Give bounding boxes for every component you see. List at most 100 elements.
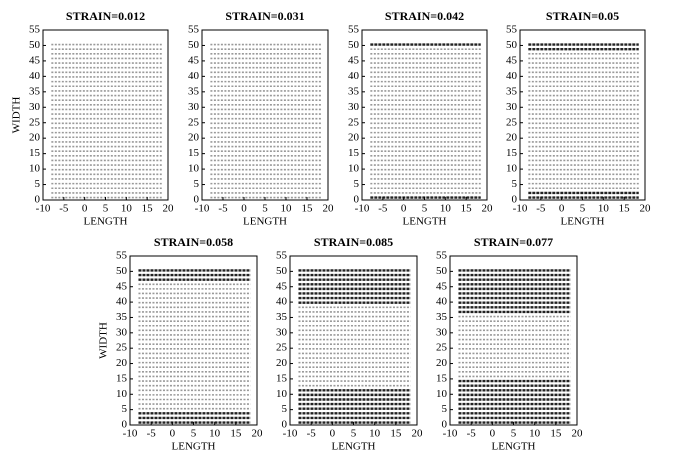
x-tick-label: -10 bbox=[513, 203, 528, 215]
x-tick-label: 15 bbox=[230, 428, 242, 440]
x-tick-label: -5 bbox=[59, 203, 69, 215]
x-tick-label: -5 bbox=[536, 203, 546, 215]
y-tick-label: 10 bbox=[506, 163, 518, 175]
x-tick-label: 15 bbox=[390, 428, 402, 440]
subplot-title: STRAIN=0.012 bbox=[66, 9, 145, 23]
x-tick-label: 10 bbox=[529, 428, 541, 440]
y-tick-label: 55 bbox=[348, 24, 360, 36]
subplot: STRAIN=0.012 -10 -5 0 5 10 15 20 0 5 10 15 20 25 30 35 4… bbox=[11, 9, 174, 228]
x-tick-label: 10 bbox=[121, 203, 133, 215]
subplot: STRAIN=0.031 -10 -5 0 5 10 15 20 0 5 10 15 20 25 30 35 4… bbox=[188, 9, 334, 228]
x-tick-label: 15 bbox=[142, 203, 154, 215]
y-tick-label: 45 bbox=[188, 54, 200, 66]
y-tick-label: 0 bbox=[122, 419, 128, 431]
y-tick-label: 55 bbox=[436, 250, 448, 262]
y-tick-label: 40 bbox=[188, 70, 200, 82]
y-tick-label: 15 bbox=[116, 372, 128, 384]
x-tick-label: -10 bbox=[123, 428, 138, 440]
y-tick-label: 40 bbox=[29, 70, 41, 82]
y-tick-label: 5 bbox=[354, 178, 360, 190]
y-tick-label: 25 bbox=[29, 116, 41, 128]
y-tick-label: 45 bbox=[506, 54, 518, 66]
y-tick-label: 25 bbox=[276, 342, 288, 354]
x-tick-label: -5 bbox=[467, 428, 477, 440]
y-tick-label: 10 bbox=[188, 163, 200, 175]
y-tick-label: 35 bbox=[116, 311, 128, 323]
y-tick-label: 25 bbox=[188, 116, 200, 128]
y-tick-label: 5 bbox=[194, 178, 200, 190]
x-axis-label: LENGTH bbox=[403, 216, 447, 228]
x-tick-label: 5 bbox=[351, 428, 357, 440]
y-tick-label: 15 bbox=[29, 147, 41, 159]
y-tick-label: 25 bbox=[506, 116, 518, 128]
x-tick-label: -5 bbox=[307, 428, 317, 440]
y-tick-label: 0 bbox=[512, 194, 518, 206]
y-tick-label: 0 bbox=[282, 419, 288, 431]
y-tick-label: 45 bbox=[116, 280, 128, 292]
x-tick-label: -5 bbox=[218, 203, 228, 215]
subplot-title: STRAIN=0.058 bbox=[154, 235, 233, 249]
y-tick-label: 50 bbox=[348, 39, 360, 51]
y-tick-label: 10 bbox=[348, 163, 360, 175]
y-tick-label: 45 bbox=[436, 280, 448, 292]
y-tick-label: 45 bbox=[348, 54, 360, 66]
x-tick-label: 20 bbox=[572, 428, 584, 440]
y-tick-label: 35 bbox=[436, 311, 448, 323]
x-tick-label: 5 bbox=[511, 428, 517, 440]
x-tick-label: 20 bbox=[412, 428, 424, 440]
y-tick-label: 20 bbox=[29, 132, 41, 144]
y-tick-label: 20 bbox=[436, 357, 448, 369]
y-tick-label: 0 bbox=[194, 194, 200, 206]
x-tick-label: 15 bbox=[619, 203, 631, 215]
y-tick-label: 50 bbox=[188, 39, 200, 51]
x-tick-label: 0 bbox=[401, 203, 407, 215]
y-tick-label: 15 bbox=[506, 147, 518, 159]
y-tick-label: 30 bbox=[188, 101, 200, 113]
x-tick-label: 15 bbox=[302, 203, 314, 215]
subplot-title: STRAIN=0.042 bbox=[385, 9, 464, 23]
y-tick-label: 35 bbox=[188, 85, 200, 97]
y-tick-label: 30 bbox=[29, 101, 41, 113]
x-tick-label: 0 bbox=[559, 203, 565, 215]
y-tick-label: 0 bbox=[354, 194, 360, 206]
x-tick-label: -5 bbox=[378, 203, 388, 215]
y-tick-label: 20 bbox=[188, 132, 200, 144]
y-tick-label: 35 bbox=[29, 85, 41, 97]
x-tick-label: 10 bbox=[281, 203, 293, 215]
y-tick-label: 10 bbox=[276, 388, 288, 400]
y-tick-label: 55 bbox=[276, 250, 288, 262]
subplot-title: STRAIN=0.05 bbox=[546, 9, 619, 23]
y-tick-label: 45 bbox=[276, 280, 288, 292]
subplot: STRAIN=0.05 -10 -5 0 5 10 15 20 0 5 10 15 20 25 30 35 40… bbox=[506, 9, 651, 228]
x-tick-label: 0 bbox=[490, 428, 496, 440]
y-tick-label: 15 bbox=[436, 372, 448, 384]
y-tick-label: 50 bbox=[116, 265, 128, 277]
y-tick-label: 25 bbox=[116, 342, 128, 354]
y-tick-label: 35 bbox=[506, 85, 518, 97]
y-tick-label: 25 bbox=[436, 342, 448, 354]
x-tick-label: 5 bbox=[580, 203, 586, 215]
y-tick-label: 10 bbox=[436, 388, 448, 400]
y-tick-label: 0 bbox=[35, 194, 41, 206]
y-tick-label: 35 bbox=[276, 311, 288, 323]
x-tick-label: -10 bbox=[283, 428, 298, 440]
subplot-title: STRAIN=0.031 bbox=[225, 9, 304, 23]
x-tick-label: -10 bbox=[355, 203, 370, 215]
y-axis-label: WIDTH bbox=[98, 322, 110, 359]
subplot-title: STRAIN=0.085 bbox=[314, 235, 393, 249]
y-tick-label: 55 bbox=[116, 250, 128, 262]
y-tick-label: 45 bbox=[29, 54, 41, 66]
y-tick-label: 40 bbox=[116, 296, 128, 308]
y-tick-label: 50 bbox=[29, 39, 41, 51]
y-tick-label: 55 bbox=[188, 24, 200, 36]
x-axis-label: LENGTH bbox=[243, 216, 287, 228]
y-tick-label: 20 bbox=[276, 357, 288, 369]
subplot: STRAIN=0.058 -10 -5 0 5 10 15 20 0 5 10 15 20 25 30 35 4… bbox=[98, 235, 263, 453]
y-tick-label: 15 bbox=[348, 147, 360, 159]
x-tick-label: 10 bbox=[369, 428, 381, 440]
y-tick-label: 15 bbox=[276, 372, 288, 384]
y-tick-label: 35 bbox=[348, 85, 360, 97]
y-tick-label: 0 bbox=[442, 419, 448, 431]
y-tick-label: 15 bbox=[188, 147, 200, 159]
